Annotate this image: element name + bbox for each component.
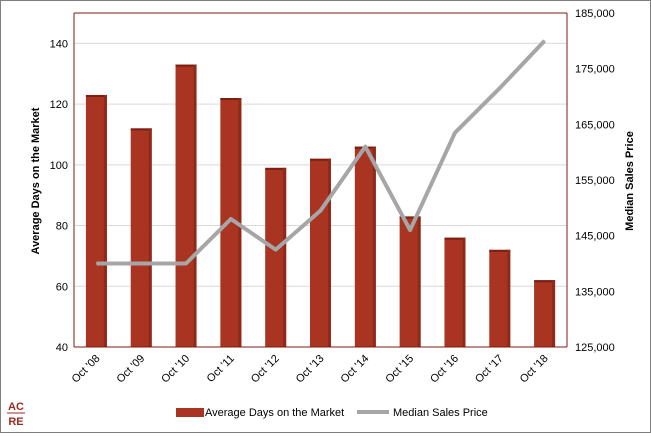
price-point [364,146,366,148]
logo-text-line1: AC [8,401,24,413]
y-right-tick-label: 145,000 [575,231,615,243]
bar-shade [507,249,511,347]
y-left-tick-label: 60 [56,281,68,293]
x-axis-ticks: Oct '08 Oct '09 Oct '10 Oct '11 Oct '12 Oct '… [70,353,551,386]
bar-series [85,64,556,348]
bar-top [310,158,331,161]
x-tick-label: Oct '09 [114,353,147,386]
bar-shade [417,216,421,347]
acre-logo: AC RE [7,401,25,428]
legend-label-price: Median Sales Price [393,407,488,419]
price-point [544,40,546,42]
x-tick-label: Oct '13 [294,353,327,386]
bar [130,128,152,347]
bar-top [265,167,287,170]
bar-shade [328,158,331,347]
bar-shade [148,128,152,347]
bar-shade [372,146,376,347]
legend-label-days: Average Days on the Market [205,407,344,419]
x-tick-label: Oct '08 [70,353,103,386]
bar-shade [103,94,107,348]
bar [354,146,376,347]
bar-top [399,216,421,219]
price-point [320,210,321,212]
price-point [230,218,232,220]
price-point [275,249,277,251]
bar-top [85,94,107,97]
bar [310,158,331,347]
price-point [499,87,501,89]
y-axis-left-title: Average Days on the Market [30,107,42,254]
y-right-tick-label: 125,000 [575,342,615,354]
y-right-tick-label: 135,000 [575,286,615,298]
bar-shade [193,64,197,348]
price-point [140,263,142,264]
x-tick-label: Oct '17 [473,353,506,386]
bar-top [130,128,152,131]
bar-top [444,237,466,240]
x-tick-label: Oct '10 [159,353,192,386]
line-series [95,39,547,266]
y-right-tick-label: 175,000 [575,64,615,76]
logo-text-line2: RE [8,416,23,428]
price-point [95,263,97,264]
x-tick-label: Oct '11 [205,353,237,385]
price-point [185,263,187,264]
bar-top [220,98,242,101]
bar [220,98,242,347]
bar [534,280,556,347]
x-tick-label: Oct '18 [518,353,551,386]
price-point [409,229,411,231]
y-right-tick-label: 155,000 [575,175,615,187]
bar-shade [462,237,466,347]
x-tick-label: Oct '16 [428,353,461,386]
bar [265,167,287,347]
bar [175,64,197,348]
bar [399,216,421,347]
legend-swatch-days [176,408,204,417]
bar-top [489,249,511,252]
bar [489,249,511,347]
axes [73,12,568,348]
y-right-tick-label: 165,000 [575,119,615,131]
bar-shade [552,280,556,347]
y-left-tick-label: 100 [50,160,68,172]
x-tick-label: Oct '12 [249,353,282,386]
bar-shade [283,167,287,347]
bar-top [534,280,556,283]
y-axis-left-ticks: 40 60 80 100 120 140 [50,38,68,354]
y-left-tick-label: 80 [56,221,68,233]
bar [85,94,107,348]
x-tick-label: Oct '14 [339,353,372,386]
y-left-tick-label: 120 [50,99,68,111]
legend: Average Days on the Market Median Sales … [176,407,488,419]
x-tick-label: Oct '15 [383,353,416,386]
y-axis-right-title: Median Sales Price [624,131,636,231]
bar-top [175,64,197,67]
bar [444,237,466,347]
price-point [454,132,456,134]
y-left-tick-label: 140 [50,38,68,50]
y-axis-right-ticks: 125,000 135,000 145,000 155,000 165,000 175,0… [575,8,615,354]
y-left-tick-label: 40 [56,342,68,354]
y-right-tick-label: 185,000 [575,8,615,20]
bar-shade [238,98,242,347]
